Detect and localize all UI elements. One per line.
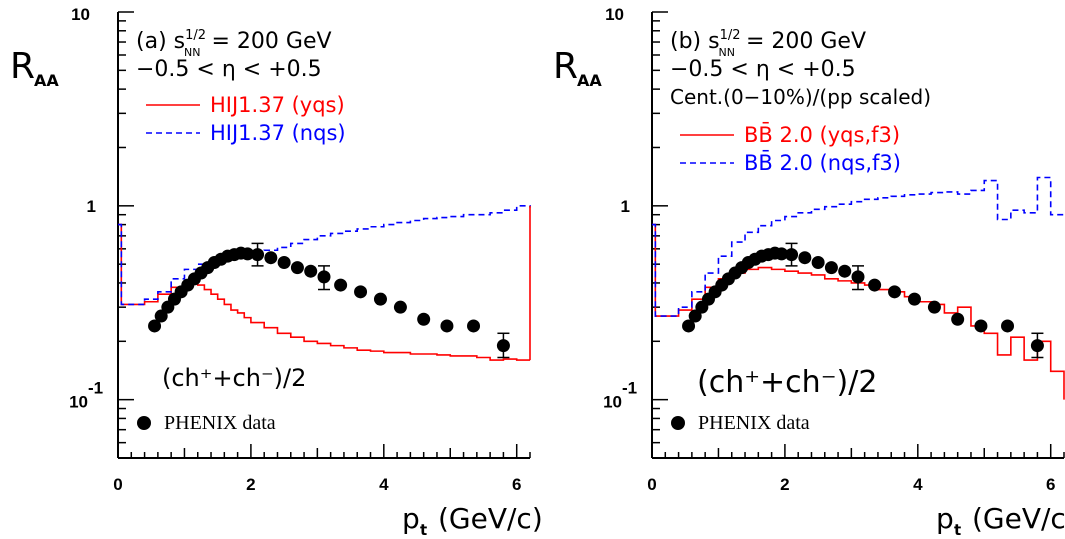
series-line-1 [118,205,531,306]
legend-label: BB̄ 2.0 (yqs,f3) [744,122,900,147]
header-line3: Cent.(0−10%)/(pp scaled) [670,85,931,109]
data-point [688,309,702,323]
y-axis-label: R [10,46,35,87]
x-tick-label: 4 [379,475,389,494]
x-tick-label: 2 [780,475,789,494]
phenix-legend-marker [137,416,151,430]
x-axis-label: p [402,502,420,535]
y-axis-label-sub: AA [577,71,602,90]
y-tick-label-1: 1 [87,197,96,216]
data-point [1001,319,1015,333]
header-line1: (b) s1/2 NN = 200 GeV [670,28,866,59]
species-label: (ch⁺+ch⁻)/2 [697,365,877,400]
data-point [467,319,481,333]
phenix-legend-label: PHENIX data [164,412,276,434]
x-tick-label: 0 [647,475,656,494]
data-point [154,309,168,323]
data-point [290,261,304,275]
data-point [907,292,921,306]
legend-label: HIJ1.37 (yqs) [210,93,345,117]
x-tick-label: 4 [913,475,923,494]
x-tick-label: 6 [1046,475,1055,494]
data-point [824,261,838,275]
y-axis-label: R [553,46,578,87]
y-tick-label-0.1: 10 [603,393,622,412]
data-point [496,339,510,353]
data-point [241,247,255,261]
data-point [974,319,988,333]
x-axis-label-sub: t [420,521,427,539]
data-point [304,264,318,278]
data-point [251,248,265,262]
x-tick-label: 2 [246,475,255,494]
data-point [417,312,431,326]
data-point [951,312,965,326]
data-point [811,256,825,270]
x-axis-label-unit: (GeV/c) [438,502,543,535]
legend-label: HIJ1.37 (nqs) [210,121,346,145]
y-tick-label-0.1-exp: -1 [88,379,103,398]
data-point [317,270,331,284]
legend-label: BB̄ 2.0 (nqs,f3) [744,150,901,175]
data-point [148,319,162,333]
data-point [277,256,291,270]
x-tick-label: 0 [113,475,122,494]
y-tick-label-10: 10 [605,5,624,24]
x-axis-label: p [936,502,954,535]
data-point [785,248,799,262]
data-point [927,300,941,314]
header-line2: −0.5 < η < +0.5 [136,57,322,82]
data-point [1030,339,1044,353]
series-line-1 [652,176,1065,317]
data-point [354,285,368,299]
x-axis-label-unit: (GeV/c) [972,502,1065,535]
y-tick-label-0.1-exp: -1 [622,379,637,398]
x-tick-label: 6 [512,475,521,494]
data-point [838,264,852,278]
y-tick-label-0.1: 10 [69,393,88,412]
data-point [888,285,902,299]
species-label: (ch⁺+ch⁻)/2 [162,364,306,392]
data-point [775,247,789,261]
data-point [851,270,865,284]
y-tick-label-10: 10 [71,5,90,24]
data-point [334,278,348,292]
y-axis-label-sub: AA [34,71,59,90]
phenix-legend-marker [671,416,685,430]
data-point [440,319,454,333]
data-point [373,292,387,306]
y-tick-label-1: 1 [621,197,630,216]
data-point [682,319,696,333]
data-point [393,300,407,314]
phenix-legend-label: PHENIX data [698,412,810,434]
header-line2: −0.5 < η < +0.5 [670,57,856,82]
header-line1: (a) s1/2 NN = 200 GeV [136,28,332,59]
data-point [798,251,812,265]
x-axis-label-sub: t [954,521,961,539]
data-point [264,251,278,265]
data-point [868,278,882,292]
